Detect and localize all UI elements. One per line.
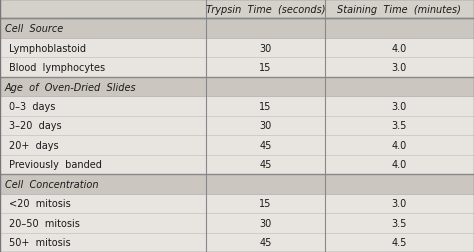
Bar: [206, 97, 325, 116]
Text: Blood  lymphocytes: Blood lymphocytes: [9, 63, 106, 73]
Bar: [0, 39, 206, 58]
Bar: [0, 233, 206, 252]
Text: 4.0: 4.0: [392, 160, 407, 170]
Bar: [0, 78, 474, 97]
Bar: [0, 19, 474, 39]
Bar: [0, 174, 474, 194]
Bar: [0, 136, 206, 155]
Bar: [325, 136, 474, 155]
Bar: [325, 58, 474, 78]
Bar: [325, 194, 474, 213]
Bar: [206, 233, 325, 252]
Text: 20+  days: 20+ days: [9, 140, 59, 150]
Text: 4.0: 4.0: [392, 44, 407, 53]
Bar: [206, 58, 325, 78]
Text: 20–50  mitosis: 20–50 mitosis: [9, 218, 81, 228]
Text: Staining  Time  (minutes): Staining Time (minutes): [337, 5, 461, 15]
Text: 30: 30: [259, 44, 272, 53]
Text: 45: 45: [259, 160, 272, 170]
Bar: [325, 116, 474, 136]
Text: Age  of  Oven-Dried  Slides: Age of Oven-Dried Slides: [5, 82, 137, 92]
Text: 3.0: 3.0: [392, 102, 407, 112]
Bar: [0, 213, 206, 233]
Text: 4.5: 4.5: [392, 237, 407, 247]
Bar: [206, 194, 325, 213]
Bar: [0, 58, 206, 78]
Bar: [0, 97, 206, 116]
Text: 0–3  days: 0–3 days: [9, 102, 56, 112]
Bar: [206, 116, 325, 136]
Bar: [325, 213, 474, 233]
Text: 50+  mitosis: 50+ mitosis: [9, 237, 71, 247]
Text: 3.0: 3.0: [392, 199, 407, 208]
Bar: [206, 155, 325, 174]
Text: 3–20  days: 3–20 days: [9, 121, 62, 131]
Bar: [0, 194, 206, 213]
Text: 15: 15: [259, 199, 272, 208]
Text: Previously  banded: Previously banded: [9, 160, 102, 170]
Bar: [0, 0, 206, 19]
Bar: [206, 213, 325, 233]
Text: 30: 30: [259, 218, 272, 228]
Bar: [325, 0, 474, 19]
Text: 15: 15: [259, 102, 272, 112]
Text: Lymphoblastoid: Lymphoblastoid: [9, 44, 86, 53]
Text: 3.5: 3.5: [392, 218, 407, 228]
Text: Trypsin  Time  (seconds): Trypsin Time (seconds): [206, 5, 325, 15]
Text: 30: 30: [259, 121, 272, 131]
Text: 45: 45: [259, 140, 272, 150]
Text: 15: 15: [259, 63, 272, 73]
Bar: [0, 155, 206, 174]
Bar: [206, 136, 325, 155]
Bar: [206, 39, 325, 58]
Text: 45: 45: [259, 237, 272, 247]
Bar: [0, 116, 206, 136]
Text: 4.0: 4.0: [392, 140, 407, 150]
Bar: [325, 39, 474, 58]
Text: Cell  Concentration: Cell Concentration: [5, 179, 98, 189]
Text: Cell  Source: Cell Source: [5, 24, 63, 34]
Text: 3.5: 3.5: [392, 121, 407, 131]
Bar: [206, 0, 325, 19]
Text: <20  mitosis: <20 mitosis: [9, 199, 71, 208]
Bar: [325, 233, 474, 252]
Text: 3.0: 3.0: [392, 63, 407, 73]
Bar: [325, 97, 474, 116]
Bar: [325, 155, 474, 174]
